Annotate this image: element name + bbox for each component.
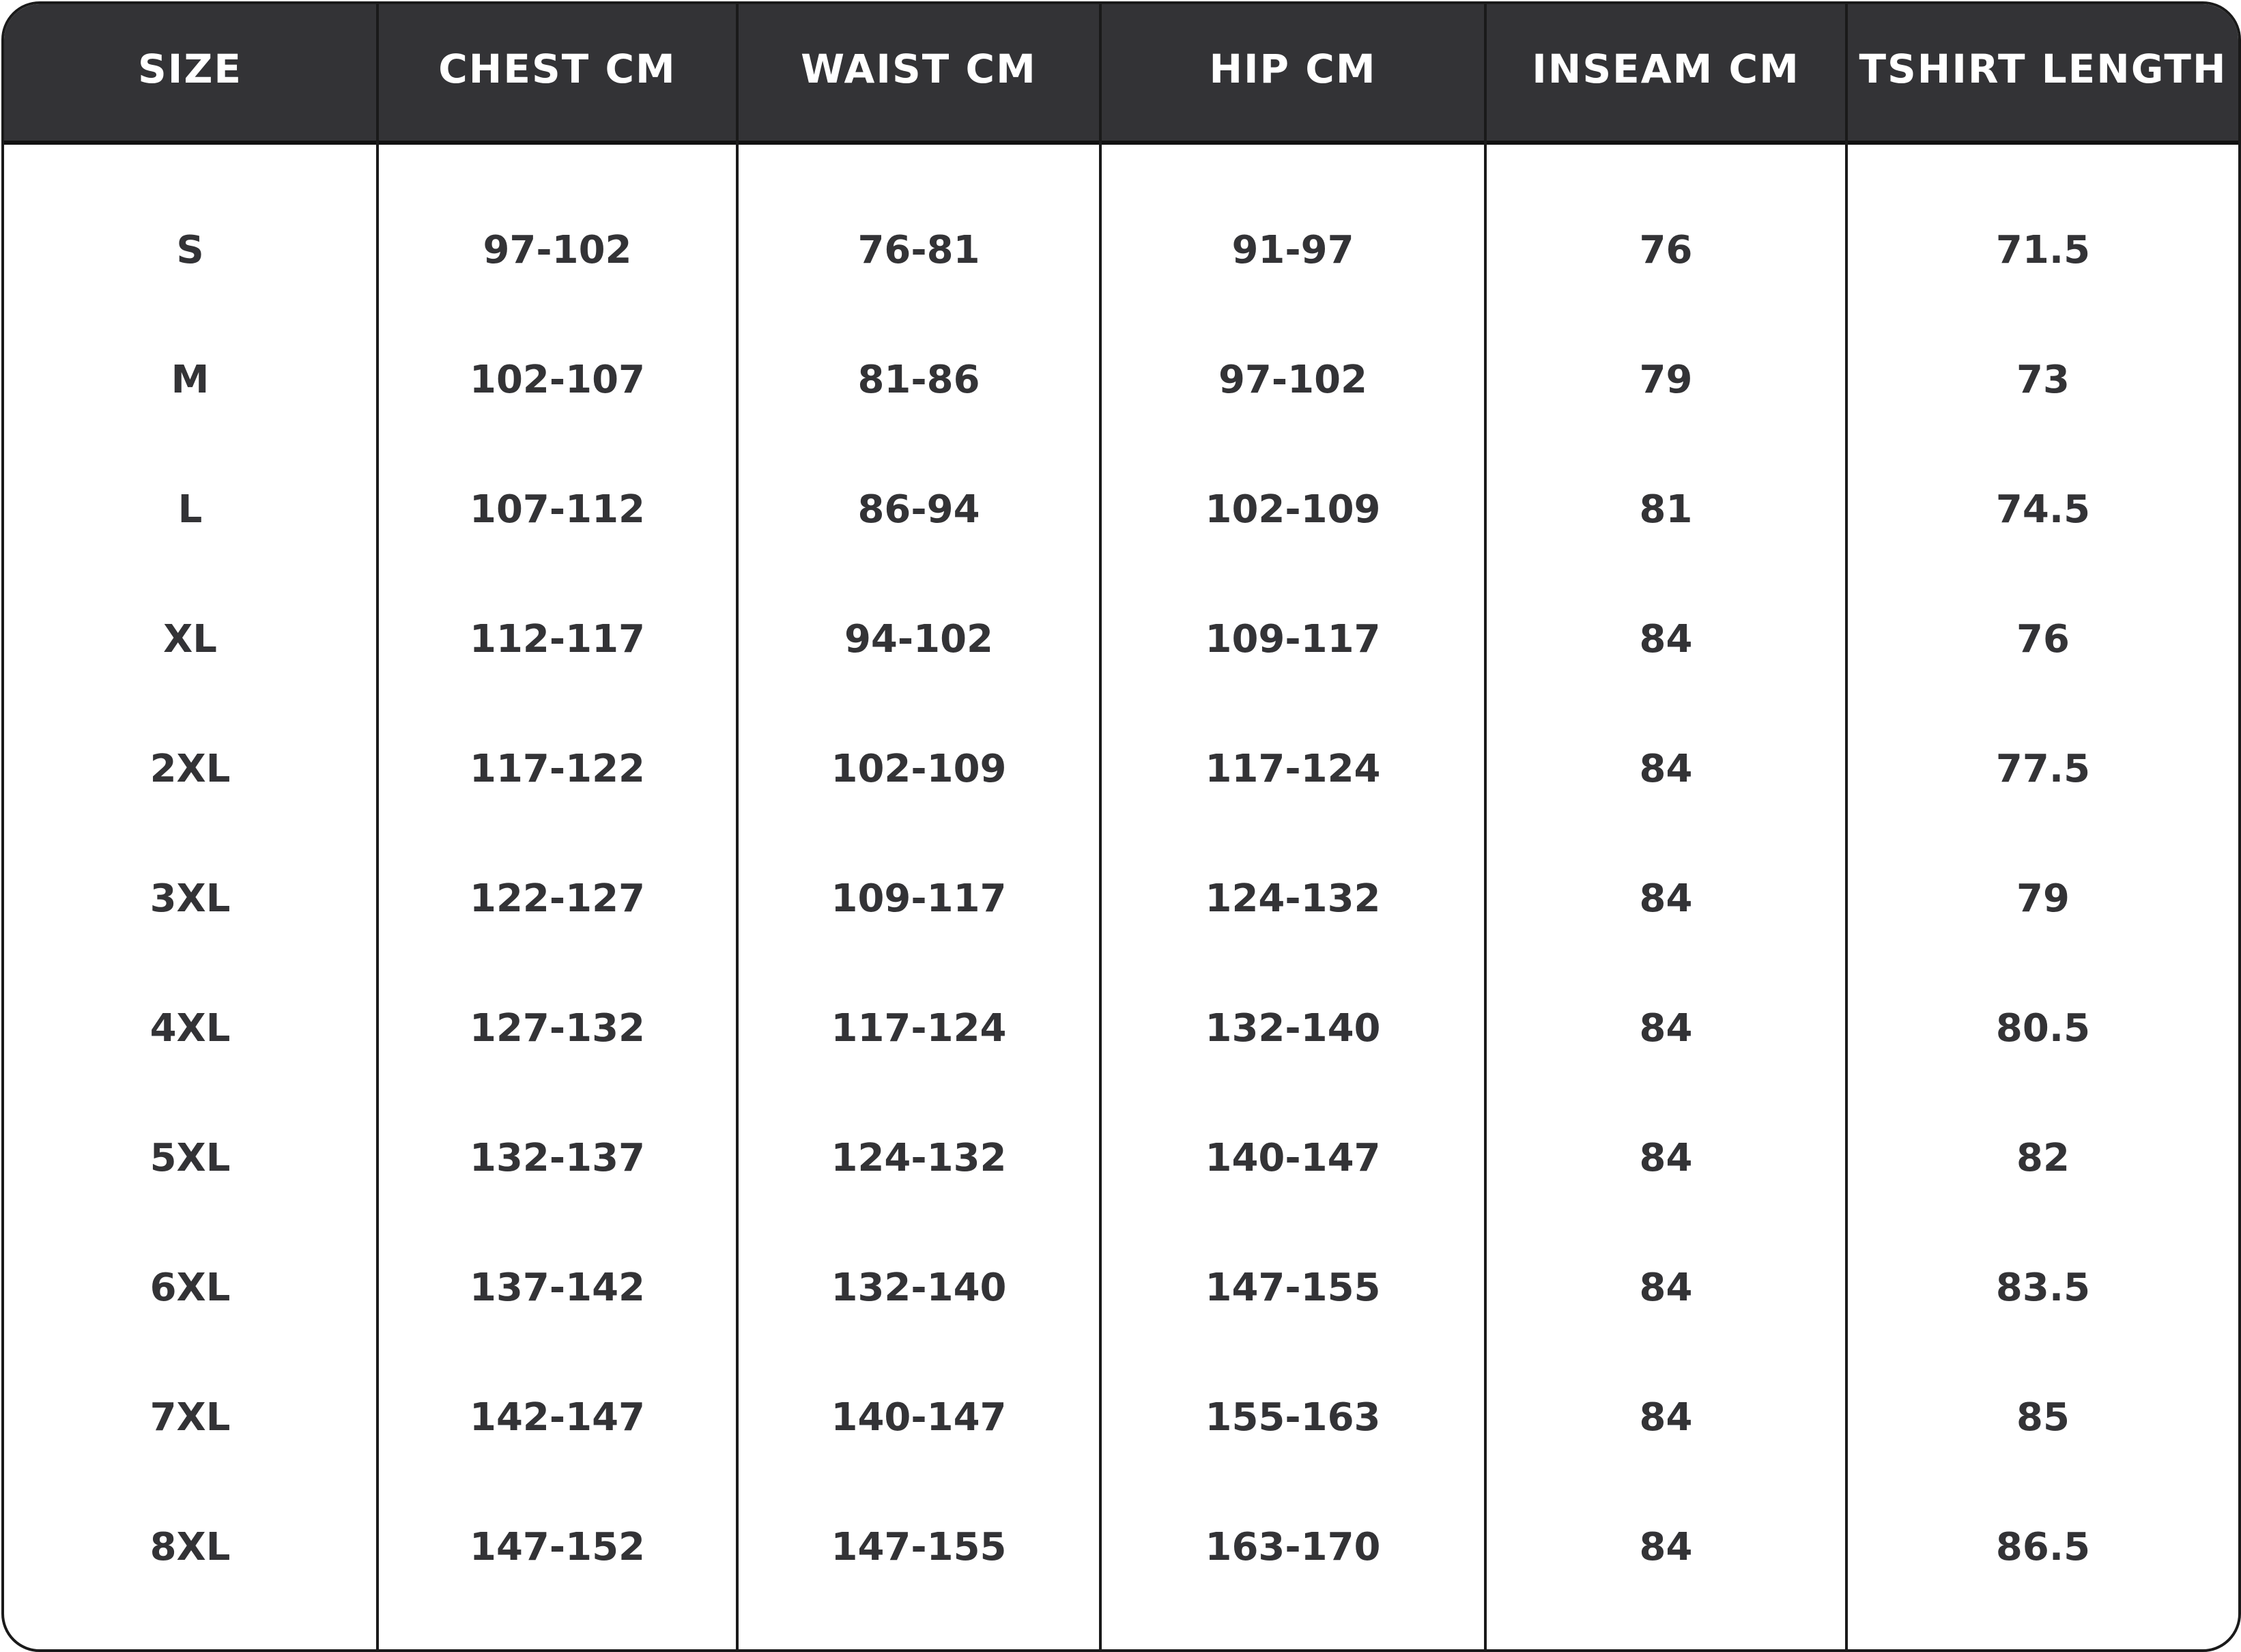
cell-inseam: 84 [1639, 746, 1693, 791]
cell-inseam: 84 [1639, 876, 1693, 921]
cell-chest: 117-122 [469, 746, 646, 791]
cell-size: L [177, 487, 203, 532]
header-inseam: INSEAM CM [1532, 46, 1800, 92]
cell-hip: 155-163 [1205, 1395, 1381, 1440]
column-divider [1099, 4, 1102, 1649]
cell-tshirt-length: 76 [2016, 616, 2070, 661]
column-divider [736, 4, 739, 1649]
cell-size: XL [163, 616, 217, 661]
cell-tshirt-length: 85 [2016, 1395, 2070, 1440]
cell-inseam: 81 [1639, 487, 1693, 532]
cell-size: 8XL [149, 1524, 231, 1569]
cell-chest: 122-127 [469, 876, 646, 921]
cell-inseam: 84 [1639, 616, 1693, 661]
table-row: 8XL 147-152 147-155 163-170 84 86.5 [4, 1482, 2238, 1612]
cell-hip: 124-132 [1205, 876, 1381, 921]
cell-chest: 147-152 [469, 1524, 646, 1569]
column-divider [1845, 4, 1848, 1649]
table-row: 5XL 132-137 124-132 140-147 84 82 [4, 1093, 2238, 1223]
table-row: 7XL 142-147 140-147 155-163 84 85 [4, 1352, 2238, 1482]
cell-tshirt-length: 74.5 [1995, 487, 2091, 532]
cell-size: M [171, 357, 210, 402]
cell-hip: 102-109 [1205, 487, 1381, 532]
cell-waist: 117-124 [831, 1006, 1007, 1051]
cell-inseam: 84 [1639, 1006, 1693, 1051]
cell-size: S [176, 227, 204, 272]
cell-waist: 124-132 [831, 1135, 1007, 1180]
cell-tshirt-length: 82 [2016, 1135, 2070, 1180]
cell-inseam: 76 [1639, 227, 1693, 272]
cell-waist: 94-102 [844, 616, 994, 661]
cell-tshirt-length: 79 [2016, 876, 2070, 921]
cell-tshirt-length: 73 [2016, 357, 2070, 402]
cell-size: 5XL [149, 1135, 231, 1180]
table-row: XL 112-117 94-102 109-117 84 76 [4, 574, 2238, 704]
column-divider [1484, 4, 1487, 1649]
header-tshirt-length: TSHIRT LENGTH [1859, 46, 2227, 92]
cell-size: 7XL [149, 1395, 231, 1440]
header-size: SIZE [137, 46, 243, 92]
cell-chest: 97-102 [483, 227, 632, 272]
cell-chest: 102-107 [469, 357, 646, 402]
cell-chest: 137-142 [469, 1265, 646, 1310]
cell-hip: 140-147 [1205, 1135, 1381, 1180]
cell-tshirt-length: 77.5 [1995, 746, 2091, 791]
header-hip: HIP CM [1209, 46, 1377, 92]
table-row: 3XL 122-127 109-117 124-132 84 79 [4, 834, 2238, 963]
cell-hip: 163-170 [1205, 1524, 1381, 1569]
cell-inseam: 84 [1639, 1524, 1693, 1569]
cell-waist: 140-147 [831, 1395, 1007, 1440]
cell-hip: 91-97 [1231, 227, 1354, 272]
cell-waist: 147-155 [831, 1524, 1007, 1569]
cell-inseam: 84 [1639, 1265, 1693, 1310]
header-waist: WAIST CM [801, 46, 1037, 92]
column-divider [376, 4, 379, 1649]
table-row: L 107-112 86-94 102-109 81 74.5 [4, 444, 2238, 574]
header-chest: CHEST CM [438, 46, 676, 92]
cell-waist: 109-117 [831, 876, 1007, 921]
table-row: M 102-107 81-86 97-102 79 73 [4, 315, 2238, 444]
cell-tshirt-length: 71.5 [1995, 227, 2091, 272]
table-row: S 97-102 76-81 91-97 76 71.5 [4, 185, 2238, 315]
cell-inseam: 84 [1639, 1395, 1693, 1440]
cell-hip: 132-140 [1205, 1006, 1381, 1051]
cell-waist: 86-94 [857, 487, 980, 532]
cell-inseam: 79 [1639, 357, 1693, 402]
cell-waist: 132-140 [831, 1265, 1007, 1310]
cell-size: 3XL [149, 876, 231, 921]
cell-tshirt-length: 80.5 [1995, 1006, 2091, 1051]
cell-size: 2XL [149, 746, 231, 791]
cell-size: 4XL [149, 1006, 231, 1051]
cell-inseam: 84 [1639, 1135, 1693, 1180]
cell-chest: 127-132 [469, 1006, 646, 1051]
table-header: SIZE CHEST CM WAIST CM HIP CM INSEAM CM TSHIR… [4, 4, 2238, 145]
cell-hip: 109-117 [1205, 616, 1381, 661]
table-row: 2XL 117-122 102-109 117-124 84 77.5 [4, 704, 2238, 834]
cell-size: 6XL [149, 1265, 231, 1310]
cell-waist: 81-86 [857, 357, 980, 402]
cell-chest: 132-137 [469, 1135, 646, 1180]
cell-waist: 76-81 [857, 227, 980, 272]
table-row: 4XL 127-132 117-124 132-140 84 80.5 [4, 963, 2238, 1093]
table-row: 6XL 137-142 132-140 147-155 84 83.5 [4, 1223, 2238, 1352]
cell-chest: 107-112 [469, 487, 646, 532]
cell-hip: 147-155 [1205, 1265, 1381, 1310]
cell-tshirt-length: 83.5 [1995, 1265, 2091, 1310]
cell-chest: 112-117 [469, 616, 646, 661]
cell-hip: 97-102 [1218, 357, 1368, 402]
cell-waist: 102-109 [831, 746, 1007, 791]
cell-hip: 117-124 [1205, 746, 1381, 791]
cell-tshirt-length: 86.5 [1995, 1524, 2091, 1569]
cell-chest: 142-147 [469, 1395, 646, 1440]
